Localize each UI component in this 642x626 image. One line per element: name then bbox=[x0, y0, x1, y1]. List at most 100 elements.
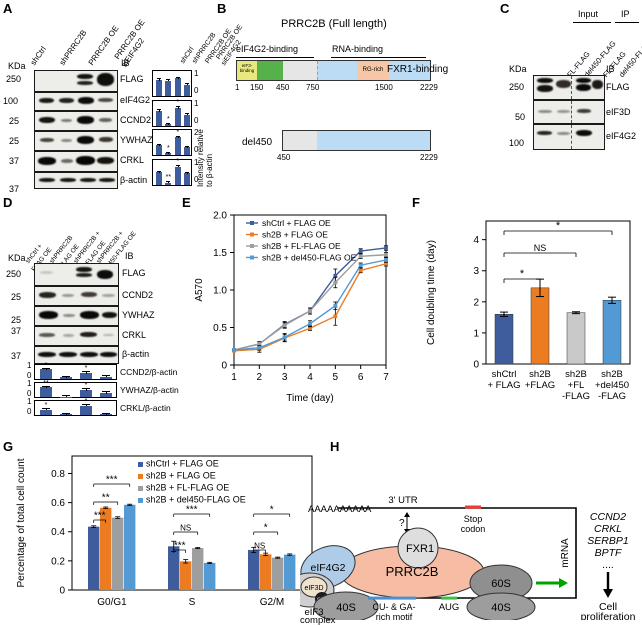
error-cap bbox=[62, 395, 70, 396]
panel-a-blot-flag bbox=[34, 70, 118, 92]
panel-b-del-seg-gray bbox=[283, 131, 317, 150]
significance-marker: * bbox=[80, 382, 92, 389]
error-bar bbox=[178, 166, 179, 167]
panel-d-quant-chart: *** bbox=[34, 382, 117, 398]
error-cap bbox=[185, 113, 189, 114]
svg-text:0.5: 0.5 bbox=[213, 323, 227, 334]
panel-b-tick-1: 150 bbox=[250, 83, 263, 92]
bar bbox=[40, 387, 52, 397]
panel-a-ib-5: β-actin bbox=[120, 175, 147, 185]
svg-text:CRKL: CRKL bbox=[594, 523, 622, 535]
panel-c-divider-eif4g2 bbox=[571, 125, 572, 149]
svg-text:+del450: +del450 bbox=[595, 380, 629, 391]
error-bar bbox=[46, 409, 47, 410]
error-bar bbox=[187, 147, 188, 148]
error-cap bbox=[102, 413, 110, 414]
panel-c-group-ip: IP bbox=[621, 9, 630, 19]
svg-text:sh2B + FL-FLAG OE: sh2B + FL-FLAG OE bbox=[146, 483, 229, 493]
svg-text:40S: 40S bbox=[491, 602, 511, 614]
svg-text:eIF3D: eIF3D bbox=[304, 585, 323, 592]
error-bar bbox=[46, 387, 47, 388]
svg-text:AUG: AUG bbox=[439, 602, 460, 613]
panel-a-ytick-top: 1 bbox=[194, 69, 198, 78]
panel-d-ib-1: CCND2 bbox=[122, 290, 153, 300]
panel-d-mw-0: 250 bbox=[6, 269, 21, 279]
bar bbox=[175, 78, 181, 96]
significance-marker: * bbox=[175, 99, 181, 106]
svg-text:shCtrl + FLAG OE: shCtrl + FLAG OE bbox=[146, 459, 219, 469]
bar bbox=[156, 80, 162, 96]
bar bbox=[40, 369, 52, 379]
bar bbox=[175, 108, 181, 126]
bar bbox=[175, 137, 181, 155]
svg-text:shCtrl: shCtrl bbox=[492, 369, 517, 380]
error-bar bbox=[106, 376, 107, 377]
panel-d-ytick-top: 1 bbox=[27, 361, 31, 370]
error-bar bbox=[187, 114, 188, 115]
panel-a-mw-3: 25 bbox=[9, 136, 19, 146]
panel-b-fulllength-bar: eIF3-binding RG-rich FXR1-binding bbox=[236, 60, 431, 81]
svg-text:CCND2: CCND2 bbox=[590, 511, 626, 523]
svg-text:*: * bbox=[520, 268, 525, 280]
panel-b-del450-bar bbox=[282, 130, 431, 151]
bar bbox=[100, 377, 112, 379]
error-bar bbox=[159, 172, 160, 173]
panel-d-blot-flag bbox=[34, 263, 119, 286]
panel-a-ib-4: CRKL bbox=[120, 155, 144, 165]
svg-text:?: ? bbox=[300, 589, 301, 601]
panel-a-mw-0: 250 bbox=[6, 74, 21, 84]
panel-b-seg-rna1 bbox=[317, 61, 357, 80]
svg-text:G0/G1: G0/G1 bbox=[97, 597, 127, 608]
svg-text:0: 0 bbox=[59, 586, 65, 597]
error-bar bbox=[187, 173, 188, 174]
svg-text:mRNA: mRNA bbox=[560, 538, 571, 568]
panel-b-seg-gray bbox=[283, 61, 317, 80]
error-bar bbox=[86, 389, 87, 391]
error-bar bbox=[187, 84, 188, 86]
svg-text:FXR1: FXR1 bbox=[406, 543, 434, 555]
panel-c-mw-0: 250 bbox=[509, 82, 524, 92]
panel-b-seg-fxr1-label: FXR1-binding bbox=[387, 64, 467, 75]
svg-text:*: * bbox=[556, 220, 561, 232]
svg-text:+FL: +FL bbox=[568, 380, 585, 391]
panel-a-quant-crkl: *** bbox=[152, 159, 192, 186]
panel-a-ib-3: YWHAZ bbox=[120, 135, 153, 145]
panel-a-mw-1: 100 bbox=[3, 96, 18, 106]
svg-text:BPTF: BPTF bbox=[595, 547, 622, 559]
panel-b-letter: B bbox=[217, 2, 226, 15]
svg-text:-FLAG: -FLAG bbox=[562, 391, 590, 402]
bar bbox=[165, 81, 171, 96]
significance-marker: ** bbox=[165, 174, 171, 181]
svg-text:sh2B + FL-FLAG OE: sh2B + FL-FLAG OE bbox=[262, 241, 341, 251]
svg-text:Percentage of total cell count: Percentage of total cell count bbox=[16, 458, 27, 587]
error-cap bbox=[176, 165, 180, 166]
panel-c-ip-rule bbox=[615, 22, 639, 23]
panel-d-mw-3: 37 bbox=[11, 326, 21, 336]
panel-d-mw-1: 25 bbox=[11, 292, 21, 302]
svg-text:....: .... bbox=[602, 559, 614, 571]
panel-b-del-tick-1: 2229 bbox=[420, 153, 438, 162]
panel-d-quant-label: CRKL/β-actin bbox=[120, 403, 171, 413]
error-cap bbox=[157, 171, 161, 172]
panel-d-ytick-top: 1 bbox=[27, 397, 31, 406]
bar bbox=[60, 377, 72, 379]
svg-text:NS: NS bbox=[180, 524, 191, 533]
panel-a-mw-5: 37 bbox=[9, 184, 19, 194]
svg-text:**: ** bbox=[102, 493, 110, 504]
panel-b-seg-rg-label: RG-rich bbox=[357, 67, 389, 73]
error-bar bbox=[46, 369, 47, 370]
error-bar bbox=[106, 392, 107, 394]
svg-text:-FLAG: -FLAG bbox=[598, 391, 626, 402]
significance-marker: * bbox=[80, 398, 92, 405]
significance-marker: ** bbox=[40, 380, 52, 387]
svg-text:G2/M: G2/M bbox=[260, 597, 284, 608]
error-cap bbox=[102, 391, 110, 392]
significance-marker: * bbox=[80, 365, 92, 372]
panel-c-letter: C bbox=[500, 2, 509, 15]
panel-c-kda-label: KDa bbox=[509, 64, 527, 74]
